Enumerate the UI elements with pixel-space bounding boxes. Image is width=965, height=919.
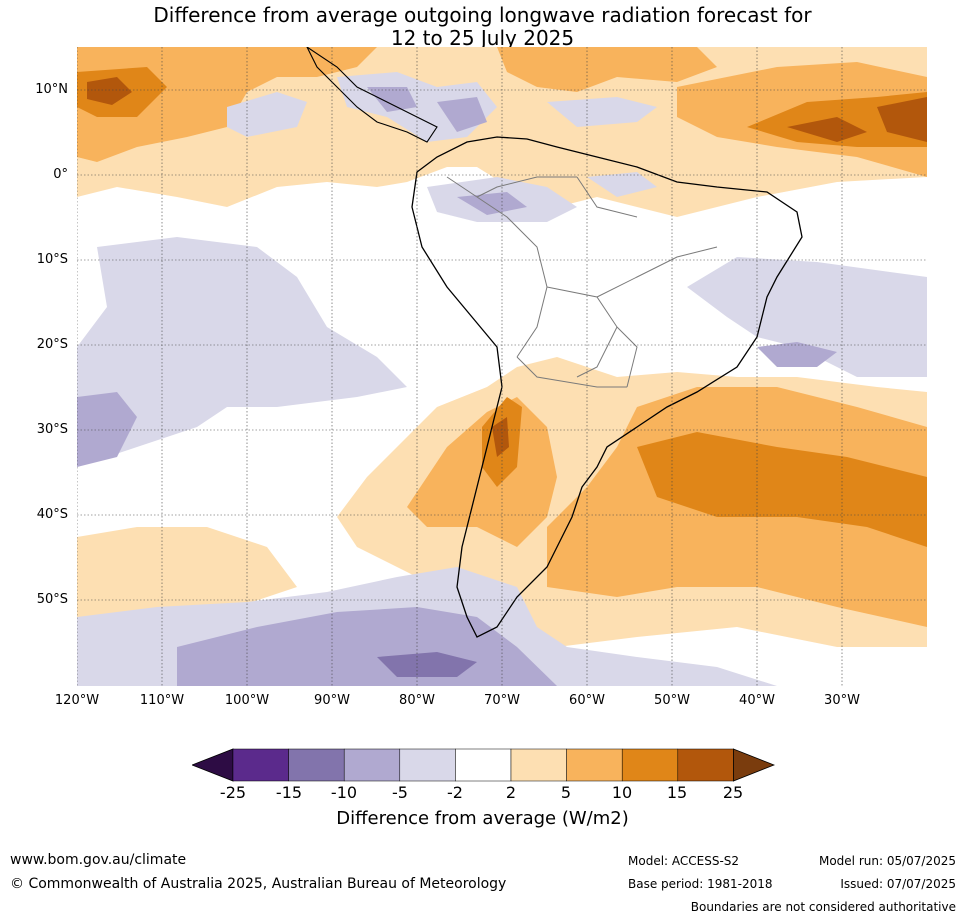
colorbar-tick: 5 xyxy=(560,783,572,802)
colorbar-swatch xyxy=(677,748,734,782)
anomaly-area xyxy=(587,172,657,197)
anomaly-area xyxy=(687,257,927,377)
anomaly-area xyxy=(492,417,509,457)
graticule xyxy=(77,47,927,686)
country-borders xyxy=(446,176,718,388)
lon-label-40w: 40°W xyxy=(739,693,775,708)
colorbar-swatch xyxy=(621,748,679,782)
colorbar-swatch xyxy=(455,748,512,782)
anomaly-area xyxy=(437,97,487,132)
anomaly-area xyxy=(877,97,927,142)
colorbar-swatch xyxy=(288,748,345,782)
south-america-outline xyxy=(411,136,803,638)
colorbar-label: Difference from average (W/m2) xyxy=(336,808,629,829)
colorbar-tick: -10 xyxy=(330,783,358,802)
colorbar-tick: 25 xyxy=(722,783,744,802)
lat-label-10s: 10°S xyxy=(36,252,68,267)
lat-label-30s: 30°S xyxy=(36,422,68,437)
colorbar-swatch xyxy=(566,748,623,782)
olr-anomaly-map xyxy=(77,47,927,686)
colorbar-swatch xyxy=(399,748,456,782)
lat-label-40s: 40°S xyxy=(36,507,68,522)
title-line-2: 12 to 25 July 2025 xyxy=(390,26,575,50)
anomaly-area xyxy=(207,47,307,77)
lon-label-100w: 100°W xyxy=(224,693,270,708)
lon-label-70w: 70°W xyxy=(484,693,520,708)
lon-label-60w: 60°W xyxy=(569,693,605,708)
anomaly-area xyxy=(77,237,407,467)
base-period-text: Base period: 1981-2018 xyxy=(628,877,773,891)
anomaly-area xyxy=(547,97,657,127)
colorbar-tick: -2 xyxy=(447,783,463,802)
colorbar-swatch xyxy=(232,748,289,782)
anomaly-area xyxy=(77,527,297,622)
anomaly-area xyxy=(757,342,837,367)
lon-label-90w: 90°W xyxy=(314,693,350,708)
anomaly-area xyxy=(377,652,477,677)
website-text: www.bom.gov.au/climate xyxy=(10,852,187,868)
disclaimer-text: Boundaries are not considered authoritat… xyxy=(690,900,956,914)
model-run-text: Model run: 05/07/2025 xyxy=(818,854,956,868)
map-title: Difference from average outgoing longwav… xyxy=(0,4,965,50)
model-text: Model: ACCESS-S2 xyxy=(628,854,740,868)
lon-label-30w: 30°W xyxy=(824,693,860,708)
colorbar-tick: -25 xyxy=(219,783,247,802)
lon-label-110w: 110°W xyxy=(139,693,185,708)
colorbar-min-extend xyxy=(192,748,234,782)
colorbar-max-extend xyxy=(733,748,775,782)
copyright-text: © Commonwealth of Australia 2025, Austra… xyxy=(10,876,507,892)
colorbar-swatch xyxy=(510,748,567,782)
lat-label-20s: 20°S xyxy=(36,337,68,352)
lon-label-120w: 120°W xyxy=(54,693,100,708)
title-line-1: Difference from average outgoing longwav… xyxy=(153,3,812,27)
anomaly-area xyxy=(637,432,927,547)
colorbar xyxy=(192,748,775,782)
colorbar-tick: 2 xyxy=(505,783,517,802)
issued-text: Issued: 07/07/2025 xyxy=(840,877,956,891)
central-america-outline xyxy=(306,47,438,143)
colorbar-tick: -15 xyxy=(275,783,303,802)
anomaly-area xyxy=(787,117,867,142)
lon-label-50w: 50°W xyxy=(654,693,690,708)
anomaly-area xyxy=(87,77,132,105)
anomaly-area xyxy=(77,392,137,467)
anomaly-area xyxy=(367,87,417,112)
lon-label-80w: 80°W xyxy=(399,693,435,708)
colorbar-tick: 15 xyxy=(666,783,688,802)
lat-label-50s: 50°S xyxy=(36,592,68,607)
lat-label-0: 0° xyxy=(53,167,68,182)
colorbar-swatch xyxy=(343,748,401,782)
anomaly-area xyxy=(497,47,717,92)
colorbar-tick: 10 xyxy=(611,783,633,802)
anomaly-area xyxy=(457,192,527,215)
colorbar-tick: -5 xyxy=(392,783,408,802)
map-svg xyxy=(77,47,927,686)
lat-label-10n: 10°N xyxy=(35,82,68,97)
